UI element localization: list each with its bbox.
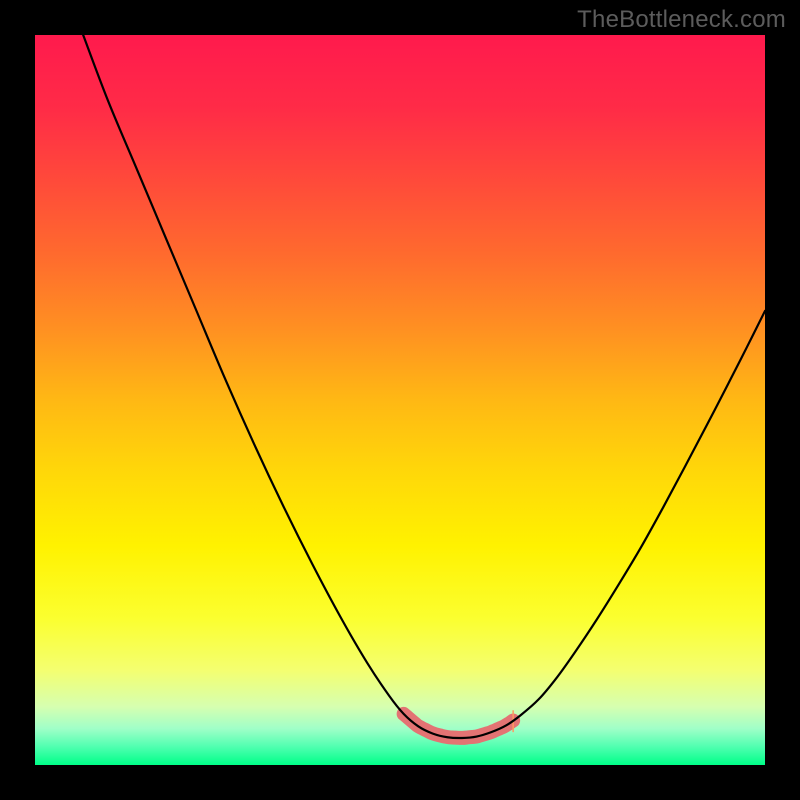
gradient-background — [35, 35, 765, 765]
chart-container: TheBottleneck.com — [0, 0, 800, 800]
watermark-text: TheBottleneck.com — [577, 6, 786, 34]
plot-area — [35, 35, 765, 765]
chart-svg — [35, 35, 765, 765]
